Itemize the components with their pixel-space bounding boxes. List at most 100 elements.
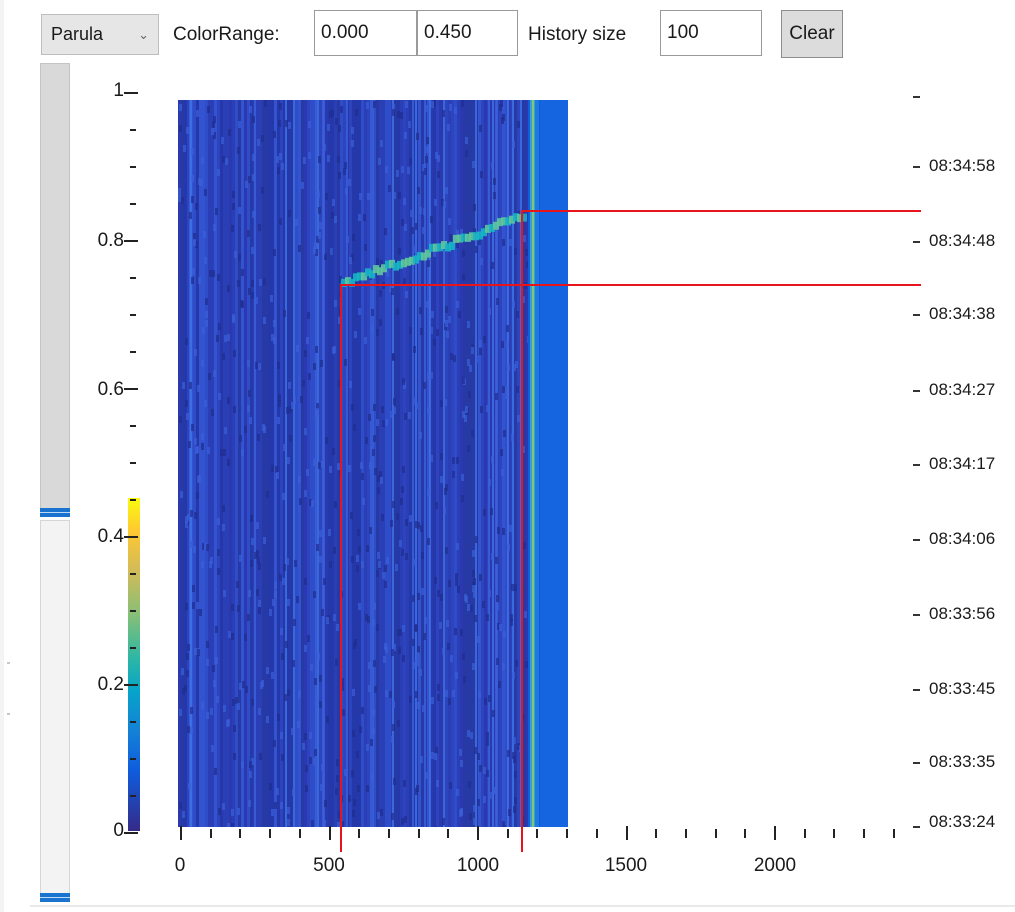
cursor-line-upper[interactable] <box>521 210 921 852</box>
spectrogram-noise <box>227 459 230 466</box>
spectrogram-noise <box>503 430 506 437</box>
spectrogram-noise <box>338 125 341 132</box>
spectrogram-column <box>325 100 328 827</box>
spectrogram-noise <box>194 648 197 655</box>
spectrogram-noise <box>315 249 318 256</box>
spectrogram-noise <box>389 691 392 698</box>
spectrogram-noise <box>419 669 422 676</box>
spectrogram-noise <box>317 191 320 198</box>
spectrogram-column <box>289 100 292 827</box>
spectrogram-noise <box>510 614 513 621</box>
spectrogram-noise <box>517 415 520 422</box>
cursor-line-lower[interactable] <box>340 284 921 852</box>
spectrogram-noise <box>251 280 254 287</box>
spectrogram-noise <box>405 553 408 560</box>
spectrogram-noise <box>445 484 448 491</box>
color-range-max-input[interactable]: 0.450 <box>417 10 518 56</box>
spectrogram-noise <box>514 771 517 778</box>
y-axis-tick <box>130 314 136 316</box>
spectrogram-noise <box>263 278 266 285</box>
spectrogram-noise <box>210 708 213 715</box>
spectrogram-noise <box>352 689 355 696</box>
time-label: 08:34:38 <box>929 304 996 323</box>
colormap-dropdown[interactable]: Parula ⌄ <box>41 14 159 55</box>
spectrogram-noise <box>317 653 320 660</box>
spectrogram-noise <box>414 398 417 405</box>
spectrogram-noise <box>194 349 197 356</box>
x-tick-label: 1000 <box>456 855 500 876</box>
spectrogram-noise <box>217 549 220 556</box>
spectrogram-noise <box>376 624 379 631</box>
spectrogram-noise <box>356 555 359 562</box>
spectrogram-noise <box>392 724 395 731</box>
range-slider-track-lower[interactable] <box>40 520 70 898</box>
clear-button[interactable]: Clear <box>781 10 843 58</box>
spectrogram-noise <box>351 254 354 261</box>
spectrogram-noise <box>231 604 234 611</box>
spectrogram-noise <box>401 549 404 556</box>
spectrogram-noise <box>461 474 464 481</box>
spectrogram-noise <box>240 300 243 307</box>
spectrogram-noise <box>475 246 478 253</box>
spectrogram-noise <box>500 100 503 107</box>
spectrogram-noise <box>282 578 285 585</box>
spectrogram-noise <box>258 600 261 607</box>
range-slider-upper-thumb[interactable] <box>40 508 70 517</box>
spectrogram-noise <box>377 812 380 819</box>
spectrogram-chirp <box>341 278 347 287</box>
spectrogram-noise <box>440 476 443 483</box>
spectrogram-noise <box>450 353 453 360</box>
spectrogram-noise <box>430 455 433 462</box>
history-size-label: History size <box>528 24 627 45</box>
spectrogram-noise <box>512 141 515 148</box>
spectrogram-column <box>328 100 331 827</box>
spectrogram-noise <box>207 447 210 454</box>
spectrogram-noise <box>244 426 247 433</box>
spectrogram-noise <box>384 228 387 235</box>
history-size-input[interactable]: 100 <box>660 10 762 56</box>
spectrogram-noise <box>467 359 470 366</box>
spectrogram-noise <box>499 624 502 631</box>
spectrogram-noise <box>181 197 184 204</box>
spectrogram-noise <box>467 730 470 737</box>
spectrogram-noise <box>431 101 434 108</box>
spectrogram-noise <box>277 417 280 424</box>
spectrogram-noise <box>459 749 462 756</box>
spectrogram-noise <box>204 400 207 407</box>
spectrogram-noise <box>379 471 382 478</box>
color-range-min-input[interactable]: 0.000 <box>314 10 417 56</box>
spectrogram-carrier-band <box>532 100 534 827</box>
spectrogram-noise <box>335 659 338 666</box>
spectrogram-noise <box>393 192 396 199</box>
spectrogram-noise <box>232 191 235 198</box>
spectrogram-noise <box>323 820 326 827</box>
range-slider-track-upper[interactable] <box>40 63 70 509</box>
spectrogram-noise <box>423 382 426 389</box>
spectrogram-noise <box>427 260 430 267</box>
spectrogram-noise <box>248 390 251 397</box>
spectrogram-noise <box>237 808 240 815</box>
spectrogram-noise <box>295 219 298 226</box>
spectrogram-noise <box>408 121 411 128</box>
spectrogram-noise <box>231 633 234 640</box>
spectrogram-noise <box>195 203 198 210</box>
x-axis-tick <box>477 826 479 840</box>
range-slider-lower-thumb[interactable] <box>40 893 70 902</box>
spectrogram-column <box>187 100 190 827</box>
spectrogram-streak <box>492 100 494 827</box>
spectrogram-noise <box>197 385 200 392</box>
spectrogram-noise <box>249 771 252 778</box>
spectrogram-noise <box>433 339 436 346</box>
spectrogram-noise <box>392 353 395 360</box>
spectrogram-noise <box>440 453 443 460</box>
spectrogram-noise <box>182 811 185 818</box>
spectrogram-noise <box>357 785 360 792</box>
spectrogram-chirp <box>425 249 431 258</box>
spectrogram-noise <box>348 465 351 472</box>
spectrogram-noise <box>318 232 321 239</box>
spectrogram-noise <box>383 656 386 663</box>
spectrogram-noise <box>509 525 512 532</box>
spectrogram-noise <box>461 495 464 502</box>
spectrogram-noise <box>224 427 227 434</box>
spectrogram-noise <box>433 100 436 107</box>
